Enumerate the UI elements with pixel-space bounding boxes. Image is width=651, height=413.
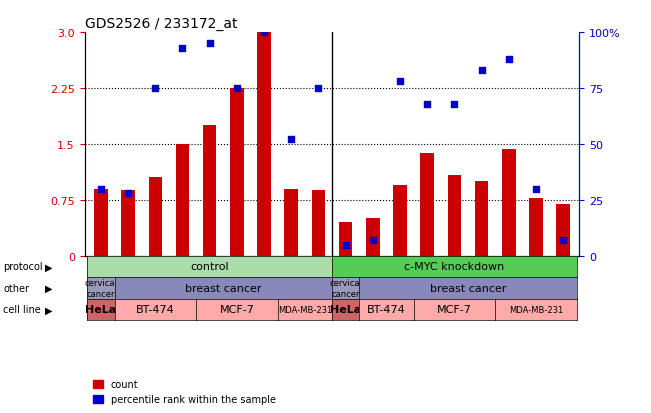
Text: MDA-MB-231: MDA-MB-231 (278, 305, 332, 314)
Bar (421, 154, 434, 256)
Bar (447, 176, 461, 256)
Bar (257, 33, 271, 256)
Bar (393, 185, 407, 256)
Text: ▶: ▶ (45, 283, 53, 293)
Point (531, 186, 541, 192)
Bar (502, 150, 516, 256)
Bar (148, 178, 162, 256)
Text: BT-474: BT-474 (136, 305, 174, 315)
Text: cell line: cell line (3, 305, 41, 315)
Text: protocol: protocol (3, 262, 43, 272)
Text: other: other (3, 283, 29, 293)
Point (395, 79, 405, 85)
Text: HeLa: HeLa (85, 305, 117, 315)
Bar (203, 126, 217, 256)
Point (150, 85, 161, 92)
Text: cervical
cancer: cervical cancer (85, 279, 117, 298)
Bar (366, 219, 380, 256)
Bar (121, 191, 135, 256)
Bar (339, 223, 352, 256)
Point (96, 186, 106, 192)
Point (368, 237, 378, 244)
Text: ▶: ▶ (45, 305, 53, 315)
Text: ▶: ▶ (45, 262, 53, 272)
Text: MCF-7: MCF-7 (219, 305, 255, 315)
Text: cervical
cancer: cervical cancer (329, 279, 362, 298)
Point (422, 101, 432, 108)
Point (340, 242, 351, 248)
Bar (176, 145, 189, 256)
Point (177, 45, 187, 52)
Text: MDA-MB-231: MDA-MB-231 (509, 305, 563, 314)
Text: c-MYC knockdown: c-MYC knockdown (404, 262, 505, 272)
Point (123, 190, 133, 197)
Bar (557, 204, 570, 256)
Bar (475, 182, 488, 256)
Text: BT-474: BT-474 (367, 305, 406, 315)
Point (232, 85, 242, 92)
Point (477, 68, 487, 74)
Point (313, 85, 324, 92)
Point (503, 57, 514, 63)
Point (204, 41, 215, 47)
Bar (94, 189, 107, 256)
Point (259, 30, 270, 36)
Point (558, 237, 568, 244)
Text: breast cancer: breast cancer (185, 283, 262, 293)
Text: MCF-7: MCF-7 (437, 305, 472, 315)
Bar (312, 191, 326, 256)
Text: control: control (190, 262, 229, 272)
Text: GDS2526 / 233172_at: GDS2526 / 233172_at (85, 17, 237, 31)
Bar (284, 189, 298, 256)
Legend: count, percentile rank within the sample: count, percentile rank within the sample (89, 375, 280, 408)
Point (449, 101, 460, 108)
Text: HeLa: HeLa (330, 305, 361, 315)
Bar (529, 198, 543, 256)
Bar (230, 89, 243, 256)
Point (286, 137, 296, 143)
Text: breast cancer: breast cancer (430, 283, 506, 293)
